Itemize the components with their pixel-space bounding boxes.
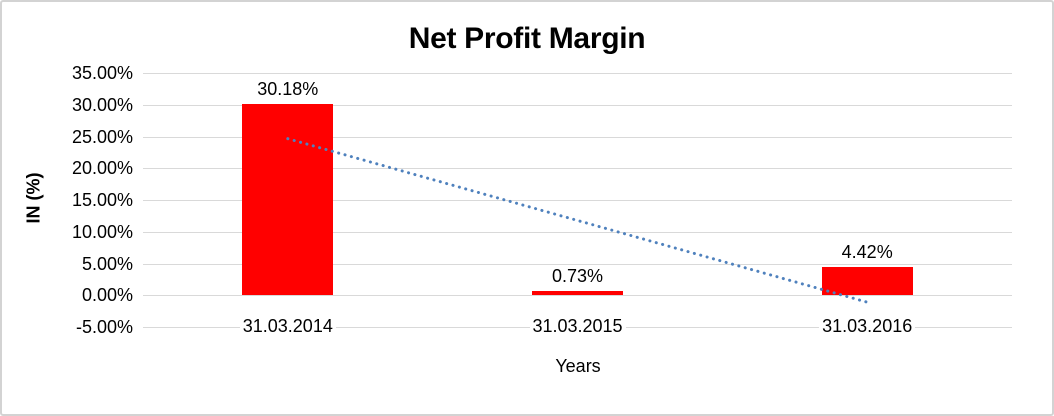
bar-data-label: 4.42%: [841, 242, 893, 263]
y-axis-tick-label: 30.00%: [71, 94, 133, 115]
gridline: [143, 295, 1012, 297]
x-axis-category-label: 31.03.2015: [529, 316, 626, 337]
x-axis-title: Years: [555, 356, 601, 376]
bar: [532, 290, 623, 296]
gridline: [143, 73, 1012, 74]
y-axis-tick-label: 20.00%: [71, 158, 133, 179]
bar: [242, 103, 334, 296]
x-axis-category-label: 31.03.2016: [819, 316, 916, 337]
chart-title: Net Profit Margin: [408, 22, 646, 55]
x-axis-category-label: 31.03.2014: [239, 316, 336, 337]
y-axis-tick-label: 25.00%: [71, 126, 133, 147]
gridline: [143, 104, 1012, 106]
bar-data-label: 0.73%: [551, 265, 604, 286]
y-axis-tick-label: 5.00%: [81, 253, 133, 274]
y-axis-tick-label: 15.00%: [71, 190, 133, 210]
bar: [821, 267, 913, 296]
gridline: [143, 136, 1012, 138]
y-axis-tick-label: 35.00%: [71, 63, 133, 83]
bar-data-label: 30.18%: [257, 78, 319, 99]
y-axis-tick-label: -5.00%: [75, 317, 133, 337]
y-axis-tick-label: 10.00%: [71, 221, 133, 242]
y-axis-tick-label: 0.00%: [81, 285, 133, 306]
